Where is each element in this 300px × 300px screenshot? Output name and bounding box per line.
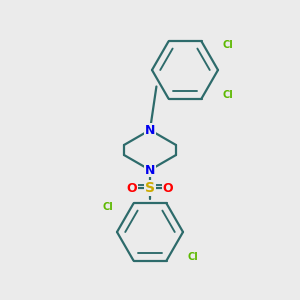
Text: Cl: Cl	[102, 202, 113, 212]
Text: O: O	[127, 182, 137, 194]
Text: Cl: Cl	[222, 40, 233, 50]
Text: Cl: Cl	[222, 89, 233, 100]
Text: O: O	[163, 182, 173, 194]
Text: N: N	[145, 124, 155, 136]
Text: N: N	[145, 164, 155, 176]
Text: S: S	[145, 181, 155, 195]
Text: Cl: Cl	[187, 251, 198, 262]
